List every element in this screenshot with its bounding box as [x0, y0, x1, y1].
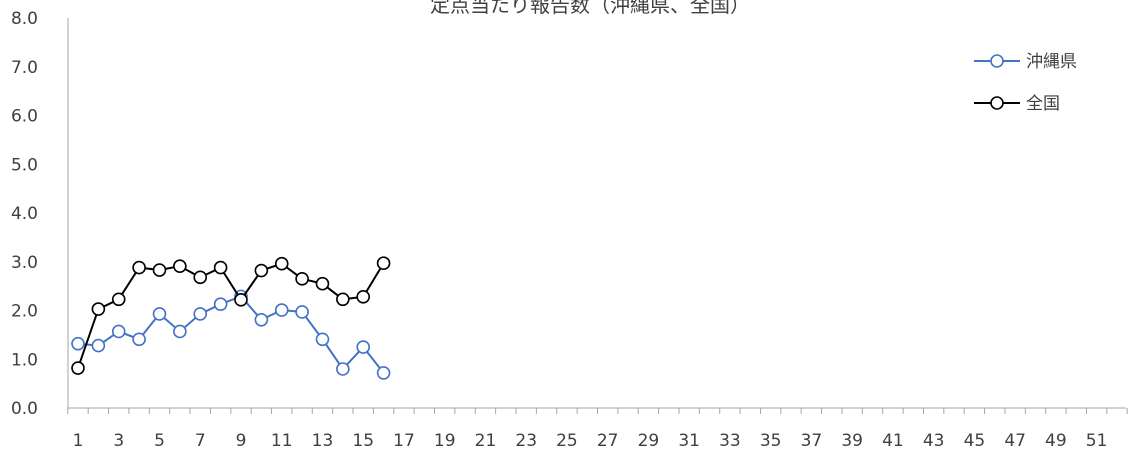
series-line [77, 295, 385, 374]
data-point [336, 362, 350, 376]
legend-entry: 沖縄県 [974, 52, 1077, 72]
legend-marker [990, 54, 1004, 68]
x-tick-label: 3 [113, 431, 124, 450]
series-2 [71, 256, 391, 375]
x-tick-label: 21 [475, 431, 497, 450]
x-tick-label: 29 [638, 431, 660, 450]
data-point [193, 307, 208, 321]
y-tick-label: 8.0 [11, 9, 38, 29]
x-tick-label: 1 [73, 431, 84, 450]
x-tick-label: 25 [556, 431, 578, 450]
data-point [295, 305, 309, 319]
data-point [132, 332, 146, 347]
data-point [356, 290, 371, 304]
y-tick-label: 5.0 [11, 155, 38, 175]
x-tick-label: 35 [760, 431, 782, 450]
chart-axes [67, 18, 1128, 414]
x-tick-label: 15 [352, 431, 374, 450]
x-tick-label: 9 [236, 431, 247, 450]
legend-label: 沖縄県 [1026, 52, 1077, 72]
x-tick-label: 37 [801, 431, 823, 450]
x-tick-label: 33 [719, 431, 741, 450]
data-point [132, 260, 146, 275]
data-point [111, 292, 126, 307]
data-point [274, 303, 289, 317]
data-point [315, 276, 330, 291]
data-point [173, 259, 187, 273]
data-point [193, 270, 208, 285]
y-tick-label: 1.0 [11, 350, 38, 370]
data-point [315, 332, 330, 347]
x-tick-label: 41 [882, 431, 904, 450]
y-axis-tick-labels: 0.0 1.0 2.0 3.0 4.0 5.0 6.0 7.0 8.0 [11, 9, 38, 419]
x-tick-label: 13 [312, 431, 334, 450]
x-tick-label: 45 [964, 431, 986, 450]
data-point [152, 307, 167, 321]
data-point [213, 297, 228, 311]
x-tick-label: 51 [1086, 431, 1108, 450]
data-point [152, 263, 167, 277]
x-tick-label: 5 [154, 431, 165, 450]
x-tick-label: 39 [841, 431, 863, 450]
legend-label: 全国 [1026, 94, 1060, 114]
data-point [274, 256, 289, 271]
data-point [91, 302, 106, 316]
data-point [295, 272, 309, 286]
y-tick-label: 2.0 [11, 302, 38, 322]
data-point [213, 260, 228, 275]
data-point [254, 312, 269, 327]
x-tick-label: 23 [515, 431, 537, 450]
data-point [71, 336, 85, 351]
legend-entry: 全国 [974, 94, 1060, 114]
data-point [234, 292, 248, 307]
x-tick-label: 11 [271, 431, 293, 450]
data-point [71, 361, 85, 375]
data-point [356, 340, 371, 354]
data-point [254, 263, 269, 278]
y-tick-label: 3.0 [11, 253, 38, 273]
data-point [111, 324, 126, 339]
data-point [173, 324, 187, 339]
x-tick-label: 43 [923, 431, 945, 450]
y-tick-label: 7.0 [11, 58, 38, 78]
y-tick-label: 0.0 [11, 399, 38, 419]
data-point [376, 366, 391, 380]
x-tick-label: 31 [678, 431, 700, 450]
chart-title: 定点当たり報告数（沖縄県、全国） [430, 0, 750, 17]
y-tick-label: 6.0 [11, 107, 38, 127]
data-point [376, 256, 391, 271]
x-tick-label: 27 [597, 431, 619, 450]
x-tick-label: 47 [1004, 431, 1026, 450]
series-1 [71, 289, 391, 380]
chart-series [71, 256, 391, 380]
x-axis-tick-labels: 1 3 5 7 9 11 13 15 17 19 21 23 25 27 29 31 33 35 37 39 41 43 4… [73, 431, 1108, 450]
x-tick-label: 19 [434, 431, 456, 450]
x-tick-label: 17 [393, 431, 415, 450]
data-point [336, 292, 350, 307]
data-point [91, 338, 106, 353]
series-line [77, 262, 385, 369]
y-tick-label: 4.0 [11, 204, 38, 224]
legend-marker [990, 96, 1004, 110]
x-tick-label: 49 [1045, 431, 1067, 450]
x-tick-label: 7 [195, 431, 206, 450]
